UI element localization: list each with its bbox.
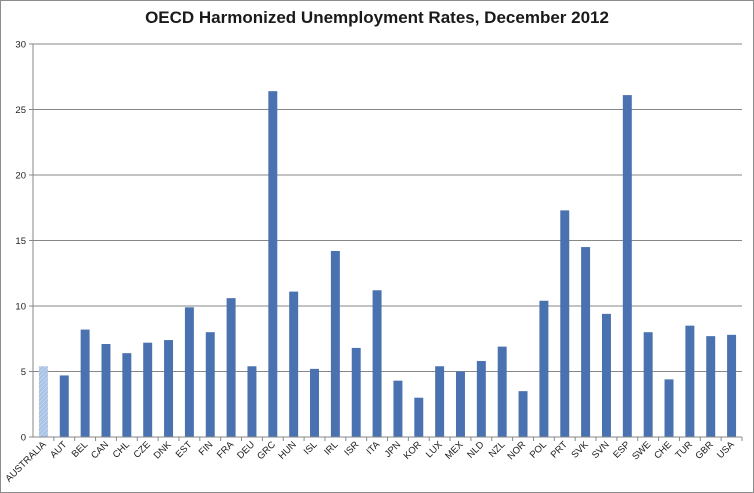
bar-dnk: [164, 340, 174, 437]
x-tick-label-aut: AUT: [48, 439, 69, 460]
bar-pol: [539, 300, 549, 437]
y-tick-label: 30: [15, 40, 26, 51]
bar-lux: [435, 366, 445, 437]
bar-isr: [351, 347, 361, 437]
bar-prt: [560, 210, 570, 437]
x-tick-label-can: CAN: [89, 439, 111, 461]
bar-aut: [59, 375, 69, 437]
x-tick-label-prt: PRT: [549, 439, 570, 460]
y-tick-label: 20: [15, 171, 26, 182]
y-tick-label: 10: [15, 302, 26, 313]
x-tick-label-kor: KOR: [402, 439, 424, 461]
bars: [38, 91, 737, 437]
y-tick-label: 25: [15, 105, 26, 116]
bar-svn: [601, 313, 611, 437]
x-tick-label-isl: ISL: [302, 439, 320, 457]
bar-cze: [143, 342, 153, 437]
bar-swe: [643, 332, 653, 437]
bar-ita: [372, 290, 382, 437]
x-tick-label-ita: ITA: [364, 439, 382, 457]
x-tick-label-deu: DEU: [235, 439, 257, 461]
bar-tur: [685, 325, 695, 437]
x-tick-label-svn: SVN: [590, 439, 612, 461]
x-tick-label-est: EST: [174, 439, 195, 460]
x-tick-label-jpn: JPN: [383, 439, 404, 460]
y-tick-label: 5: [21, 367, 26, 378]
x-tick-label-svk: SVK: [570, 439, 592, 461]
bar-est: [184, 307, 194, 437]
x-tick-label-fra: FRA: [215, 439, 237, 461]
x-tick-label-nzl: NZL: [487, 439, 507, 459]
bar-gbr: [706, 336, 716, 437]
bar-hun: [289, 291, 299, 437]
x-tick-label-lux: LUX: [424, 439, 445, 460]
bar-che: [664, 379, 674, 437]
bar-fin: [205, 332, 215, 437]
x-tick-label-che: CHE: [652, 439, 674, 461]
bar-chl: [122, 353, 132, 437]
bar-svk: [581, 247, 591, 437]
x-tick-label-tur: TUR: [673, 439, 695, 461]
y-tick-label: 15: [15, 236, 26, 247]
bar-isl: [310, 368, 319, 437]
axes: [29, 43, 743, 441]
bar-deu: [247, 366, 257, 437]
chart-title: OECD Harmonized Unemployment Rates, Dece…: [145, 8, 609, 27]
bar-can: [101, 343, 111, 437]
x-tick-label-fin: FIN: [197, 439, 216, 458]
x-tick-label-isr: ISR: [342, 439, 361, 458]
x-tick-label-bel: BEL: [70, 439, 90, 459]
x-tick-label-gbr: GBR: [694, 439, 716, 461]
x-tick-label-pol: POL: [528, 439, 549, 460]
bar-esp: [622, 95, 632, 437]
bar-nzl: [497, 346, 507, 437]
bar-kor: [414, 397, 424, 437]
bar-usa: [727, 334, 737, 437]
bar-jpn: [393, 380, 403, 437]
bar-australia: [38, 366, 48, 437]
bar-nld: [476, 361, 486, 437]
bar-irl: [330, 250, 340, 437]
y-tick-label: 0: [21, 433, 26, 444]
x-tick-label-grc: GRC: [255, 439, 278, 462]
bar-fra: [226, 298, 236, 437]
bar-nor: [518, 391, 528, 437]
bar-mex: [456, 371, 465, 437]
x-tick-label-irl: IRL: [322, 439, 340, 457]
x-tick-label-nor: NOR: [505, 439, 528, 462]
x-tick-label-hun: HUN: [276, 439, 298, 461]
x-tick-label-cze: CZE: [132, 439, 153, 460]
x-tick-label-swe: SWE: [630, 439, 653, 462]
x-tick-label-dnk: DNK: [152, 439, 174, 461]
x-tick-label-mex: MEX: [443, 439, 466, 462]
x-tick-label-usa: USA: [715, 439, 737, 461]
x-tick-label-esp: ESP: [611, 439, 632, 460]
bar-grc: [268, 91, 278, 437]
x-tick-label-chl: CHL: [111, 439, 132, 460]
gridlines: [33, 43, 742, 372]
bar-bel: [80, 329, 90, 437]
x-tick-label-australia: AUSTRALIA: [3, 439, 49, 485]
x-tick-label-nld: NLD: [465, 439, 486, 460]
